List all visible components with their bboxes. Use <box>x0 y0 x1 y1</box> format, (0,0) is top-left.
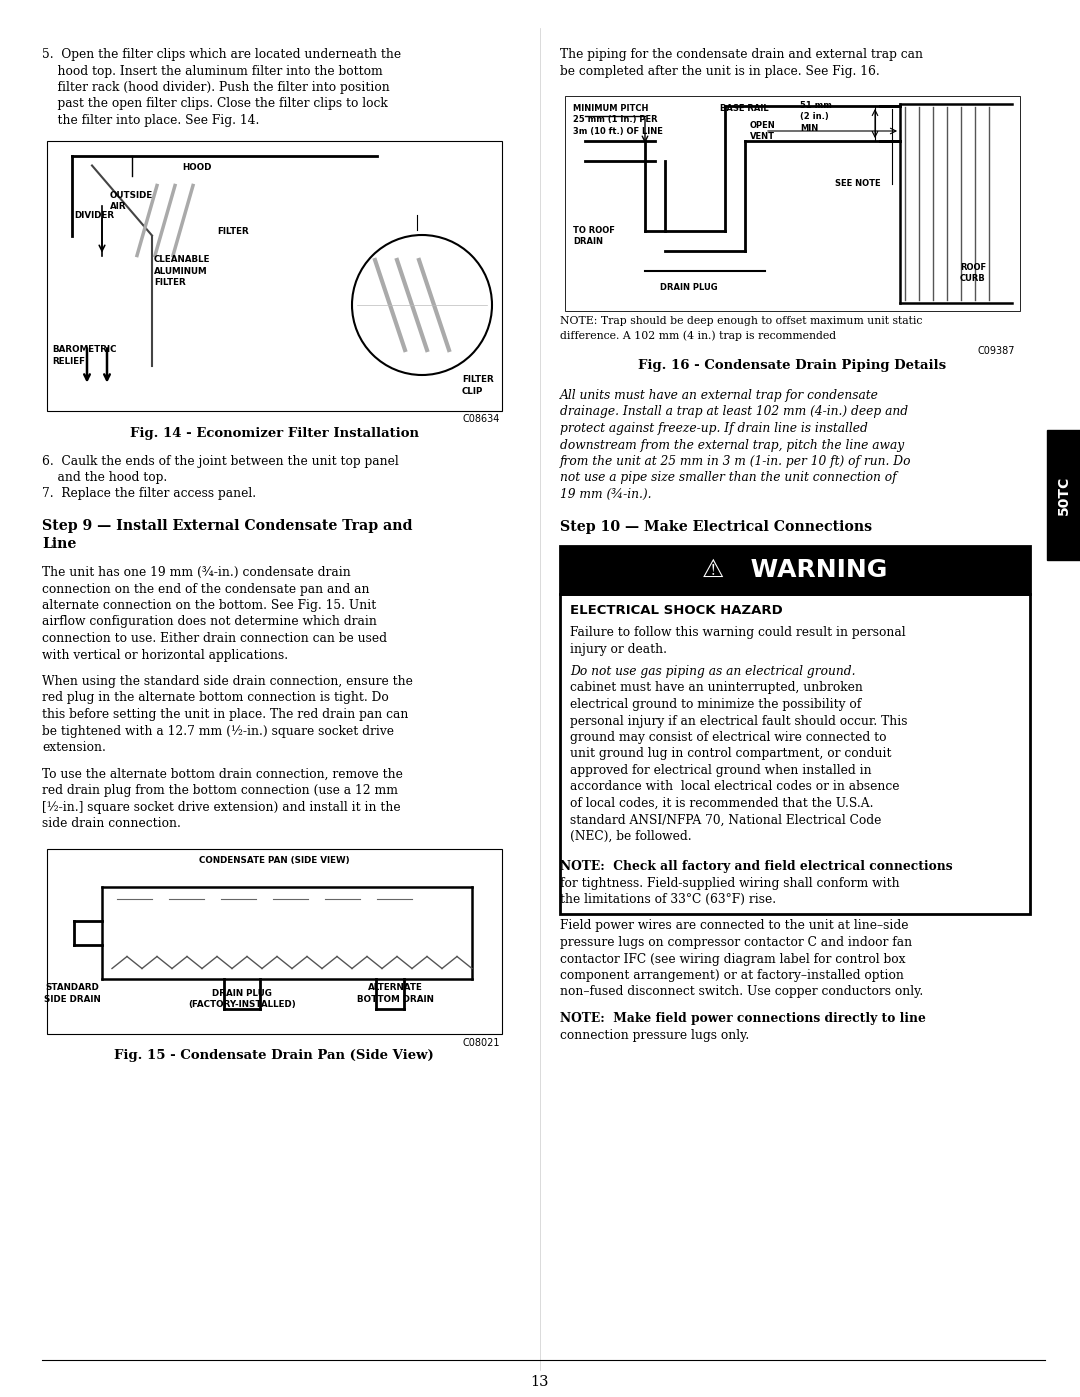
Text: side drain connection.: side drain connection. <box>42 817 180 830</box>
Text: MINIMUM PITCH
25 mm (1 in.) PER
3m (10 ft.) OF LINE: MINIMUM PITCH 25 mm (1 in.) PER 3m (10 f… <box>573 103 663 136</box>
Text: approved for electrical ground when installed in: approved for electrical ground when inst… <box>570 764 872 777</box>
Text: electrical ground to minimize the possibility of: electrical ground to minimize the possib… <box>570 698 861 711</box>
Text: and the hood top.: and the hood top. <box>42 471 167 483</box>
Text: Field power wires are connected to the unit at line–side: Field power wires are connected to the u… <box>561 919 908 933</box>
Text: filter rack (hood divider). Push the filter into position: filter rack (hood divider). Push the fil… <box>42 81 390 94</box>
Text: personal injury if an electrical fault should occur. This: personal injury if an electrical fault s… <box>570 714 907 728</box>
Text: the filter into place. See Fig. 14.: the filter into place. See Fig. 14. <box>42 115 259 127</box>
Text: red drain plug from the bottom connection (use a 12 mm: red drain plug from the bottom connectio… <box>42 784 399 798</box>
Text: past the open filter clips. Close the filter clips to lock: past the open filter clips. Close the fi… <box>42 98 388 110</box>
Text: cabinet must have an uninterrupted, unbroken: cabinet must have an uninterrupted, unbr… <box>570 682 863 694</box>
Text: HOOD: HOOD <box>183 163 212 172</box>
Text: OPEN
VENT: OPEN VENT <box>750 122 775 141</box>
Text: Step 9 — Install External Condensate Trap and: Step 9 — Install External Condensate Tra… <box>42 520 413 534</box>
Text: alternate connection on the bottom. See Fig. 15. Unit: alternate connection on the bottom. See … <box>42 599 376 612</box>
Bar <box>565 96 1020 312</box>
Text: connection on the end of the condensate pan and an: connection on the end of the condensate … <box>42 583 369 595</box>
Text: this before setting the unit in place. The red drain pan can: this before setting the unit in place. T… <box>42 708 408 721</box>
Text: OUTSIDE
AIR: OUTSIDE AIR <box>110 190 153 211</box>
Text: 6.  Caulk the ends of the joint between the unit top panel: 6. Caulk the ends of the joint between t… <box>42 454 399 468</box>
Text: for tightness. Field-supplied wiring shall conform with: for tightness. Field-supplied wiring sha… <box>561 876 900 890</box>
Text: BASE RAIL: BASE RAIL <box>720 103 769 113</box>
Text: CLEANABLE
ALUMINUM
FILTER: CLEANABLE ALUMINUM FILTER <box>154 256 211 288</box>
Text: drainage. Install a trap at least 102 mm (4-in.) deep and: drainage. Install a trap at least 102 mm… <box>561 405 908 419</box>
Text: DIVIDER: DIVIDER <box>75 211 114 219</box>
Text: 51 mm
(2 in.)
MIN: 51 mm (2 in.) MIN <box>800 101 832 133</box>
Text: All units must have an external trap for condensate: All units must have an external trap for… <box>561 388 879 402</box>
Text: NOTE:  Make field power connections directly to line: NOTE: Make field power connections direc… <box>561 1011 926 1025</box>
Text: DRAIN PLUG: DRAIN PLUG <box>660 284 717 292</box>
Text: difference. A 102 mm (4 in.) trap is recommended: difference. A 102 mm (4 in.) trap is rec… <box>561 330 836 341</box>
Text: The unit has one 19 mm (¾-in.) condensate drain: The unit has one 19 mm (¾-in.) condensat… <box>42 566 351 578</box>
Text: unit ground lug in control compartment, or conduit: unit ground lug in control compartment, … <box>570 747 891 760</box>
Bar <box>1047 430 1080 560</box>
Text: red plug in the alternate bottom connection is tight. Do: red plug in the alternate bottom connect… <box>42 692 389 704</box>
Text: not use a pipe size smaller than the unit connection of: not use a pipe size smaller than the uni… <box>561 472 896 485</box>
Text: downstream from the external trap, pitch the line away: downstream from the external trap, pitch… <box>561 439 904 451</box>
Bar <box>561 594 1030 914</box>
Text: [½-in.] square socket drive extension) and install it in the: [½-in.] square socket drive extension) a… <box>42 800 401 813</box>
Text: ground may consist of electrical wire connected to: ground may consist of electrical wire co… <box>570 731 887 745</box>
Text: Fig. 14 - Economizer Filter Installation: Fig. 14 - Economizer Filter Installation <box>130 426 419 440</box>
Text: accordance with  local electrical codes or in absence: accordance with local electrical codes o… <box>570 781 900 793</box>
Text: The piping for the condensate drain and external trap can: The piping for the condensate drain and … <box>561 47 923 61</box>
Text: with vertical or horizontal applications.: with vertical or horizontal applications… <box>42 648 288 662</box>
Text: Fig. 16 - Condensate Drain Piping Details: Fig. 16 - Condensate Drain Piping Detail… <box>638 359 946 372</box>
Text: injury or death.: injury or death. <box>570 643 667 655</box>
Text: be tightened with a 12.7 mm (½-in.) square socket drive: be tightened with a 12.7 mm (½-in.) squa… <box>42 725 394 738</box>
Text: Do not use gas piping as an electrical ground.: Do not use gas piping as an electrical g… <box>570 665 855 678</box>
Text: FILTER
CLIP: FILTER CLIP <box>462 376 494 395</box>
Text: standard ANSI/NFPA 70, National Electrical Code: standard ANSI/NFPA 70, National Electric… <box>570 813 881 827</box>
Text: FILTER: FILTER <box>217 228 248 236</box>
Text: pressure lugs on compressor contactor C and indoor fan: pressure lugs on compressor contactor C … <box>561 936 913 949</box>
Text: When using the standard side drain connection, ensure the: When using the standard side drain conne… <box>42 675 413 687</box>
Text: TO ROOF
DRAIN: TO ROOF DRAIN <box>573 226 615 246</box>
Text: 13: 13 <box>530 1375 550 1389</box>
Text: SEE NOTE: SEE NOTE <box>835 179 880 189</box>
Text: airflow configuration does not determine which drain: airflow configuration does not determine… <box>42 616 377 629</box>
Text: NOTE: Trap should be deep enough to offset maximum unit static: NOTE: Trap should be deep enough to offs… <box>561 316 922 326</box>
Text: be completed after the unit is in place. See Fig. 16.: be completed after the unit is in place.… <box>561 64 880 77</box>
Text: STANDARD
SIDE DRAIN: STANDARD SIDE DRAIN <box>43 983 100 1004</box>
Text: Line: Line <box>42 538 77 552</box>
Text: Failure to follow this warning could result in personal: Failure to follow this warning could res… <box>570 626 906 638</box>
Text: CONDENSATE PAN (SIDE VIEW): CONDENSATE PAN (SIDE VIEW) <box>199 856 349 866</box>
Text: component arrangement) or at factory–installed option: component arrangement) or at factory–ins… <box>561 970 904 982</box>
Text: Step 10 — Make Electrical Connections: Step 10 — Make Electrical Connections <box>561 520 873 534</box>
Text: ⚠   WARNING: ⚠ WARNING <box>702 557 888 583</box>
Text: C08634: C08634 <box>462 415 500 425</box>
Text: C08021: C08021 <box>462 1038 500 1048</box>
Bar <box>48 848 502 1034</box>
Text: connection pressure lugs only.: connection pressure lugs only. <box>561 1028 750 1042</box>
Text: from the unit at 25 mm in 3 m (1-in. per 10 ft) of run. Do: from the unit at 25 mm in 3 m (1-in. per… <box>561 455 912 468</box>
Text: 19 mm (¾-in.).: 19 mm (¾-in.). <box>561 488 651 502</box>
Text: hood top. Insert the aluminum filter into the bottom: hood top. Insert the aluminum filter int… <box>42 64 382 77</box>
Text: BAROMETRIC
RELIEF: BAROMETRIC RELIEF <box>52 345 117 366</box>
Bar <box>561 546 1030 594</box>
Text: 50TC: 50TC <box>1056 475 1070 514</box>
Text: 5.  Open the filter clips which are located underneath the: 5. Open the filter clips which are locat… <box>42 47 401 61</box>
Text: (NEC), be followed.: (NEC), be followed. <box>570 830 691 842</box>
Text: extension.: extension. <box>42 740 106 754</box>
Text: Fig. 15 - Condensate Drain Pan (Side View): Fig. 15 - Condensate Drain Pan (Side Vie… <box>114 1049 434 1063</box>
Text: To use the alternate bottom drain connection, remove the: To use the alternate bottom drain connec… <box>42 767 403 781</box>
Text: DRAIN PLUG
(FACTORY-INSTALLED): DRAIN PLUG (FACTORY-INSTALLED) <box>188 989 296 1009</box>
Text: NOTE:  Check all factory and field electrical connections: NOTE: Check all factory and field electr… <box>561 861 953 873</box>
Text: ELECTRICAL SHOCK HAZARD: ELECTRICAL SHOCK HAZARD <box>570 604 783 617</box>
Text: protect against freeze-up. If drain line is installed: protect against freeze-up. If drain line… <box>561 422 868 434</box>
Text: non–fused disconnect switch. Use copper conductors only.: non–fused disconnect switch. Use copper … <box>561 985 923 999</box>
Text: 7.  Replace the filter access panel.: 7. Replace the filter access panel. <box>42 488 256 500</box>
Bar <box>48 141 502 411</box>
Text: ALTERNATE
BOTTOM DRAIN: ALTERNATE BOTTOM DRAIN <box>356 983 433 1004</box>
Text: of local codes, it is recommended that the U.S.A.: of local codes, it is recommended that t… <box>570 798 874 810</box>
Text: contactor IFC (see wiring diagram label for control box: contactor IFC (see wiring diagram label … <box>561 953 905 965</box>
Text: C09387: C09387 <box>977 346 1015 356</box>
Text: connection to use. Either drain connection can be used: connection to use. Either drain connecti… <box>42 631 387 645</box>
Text: the limitations of 33°C (63°F) rise.: the limitations of 33°C (63°F) rise. <box>561 893 777 907</box>
Text: ROOF
CURB: ROOF CURB <box>960 263 986 284</box>
